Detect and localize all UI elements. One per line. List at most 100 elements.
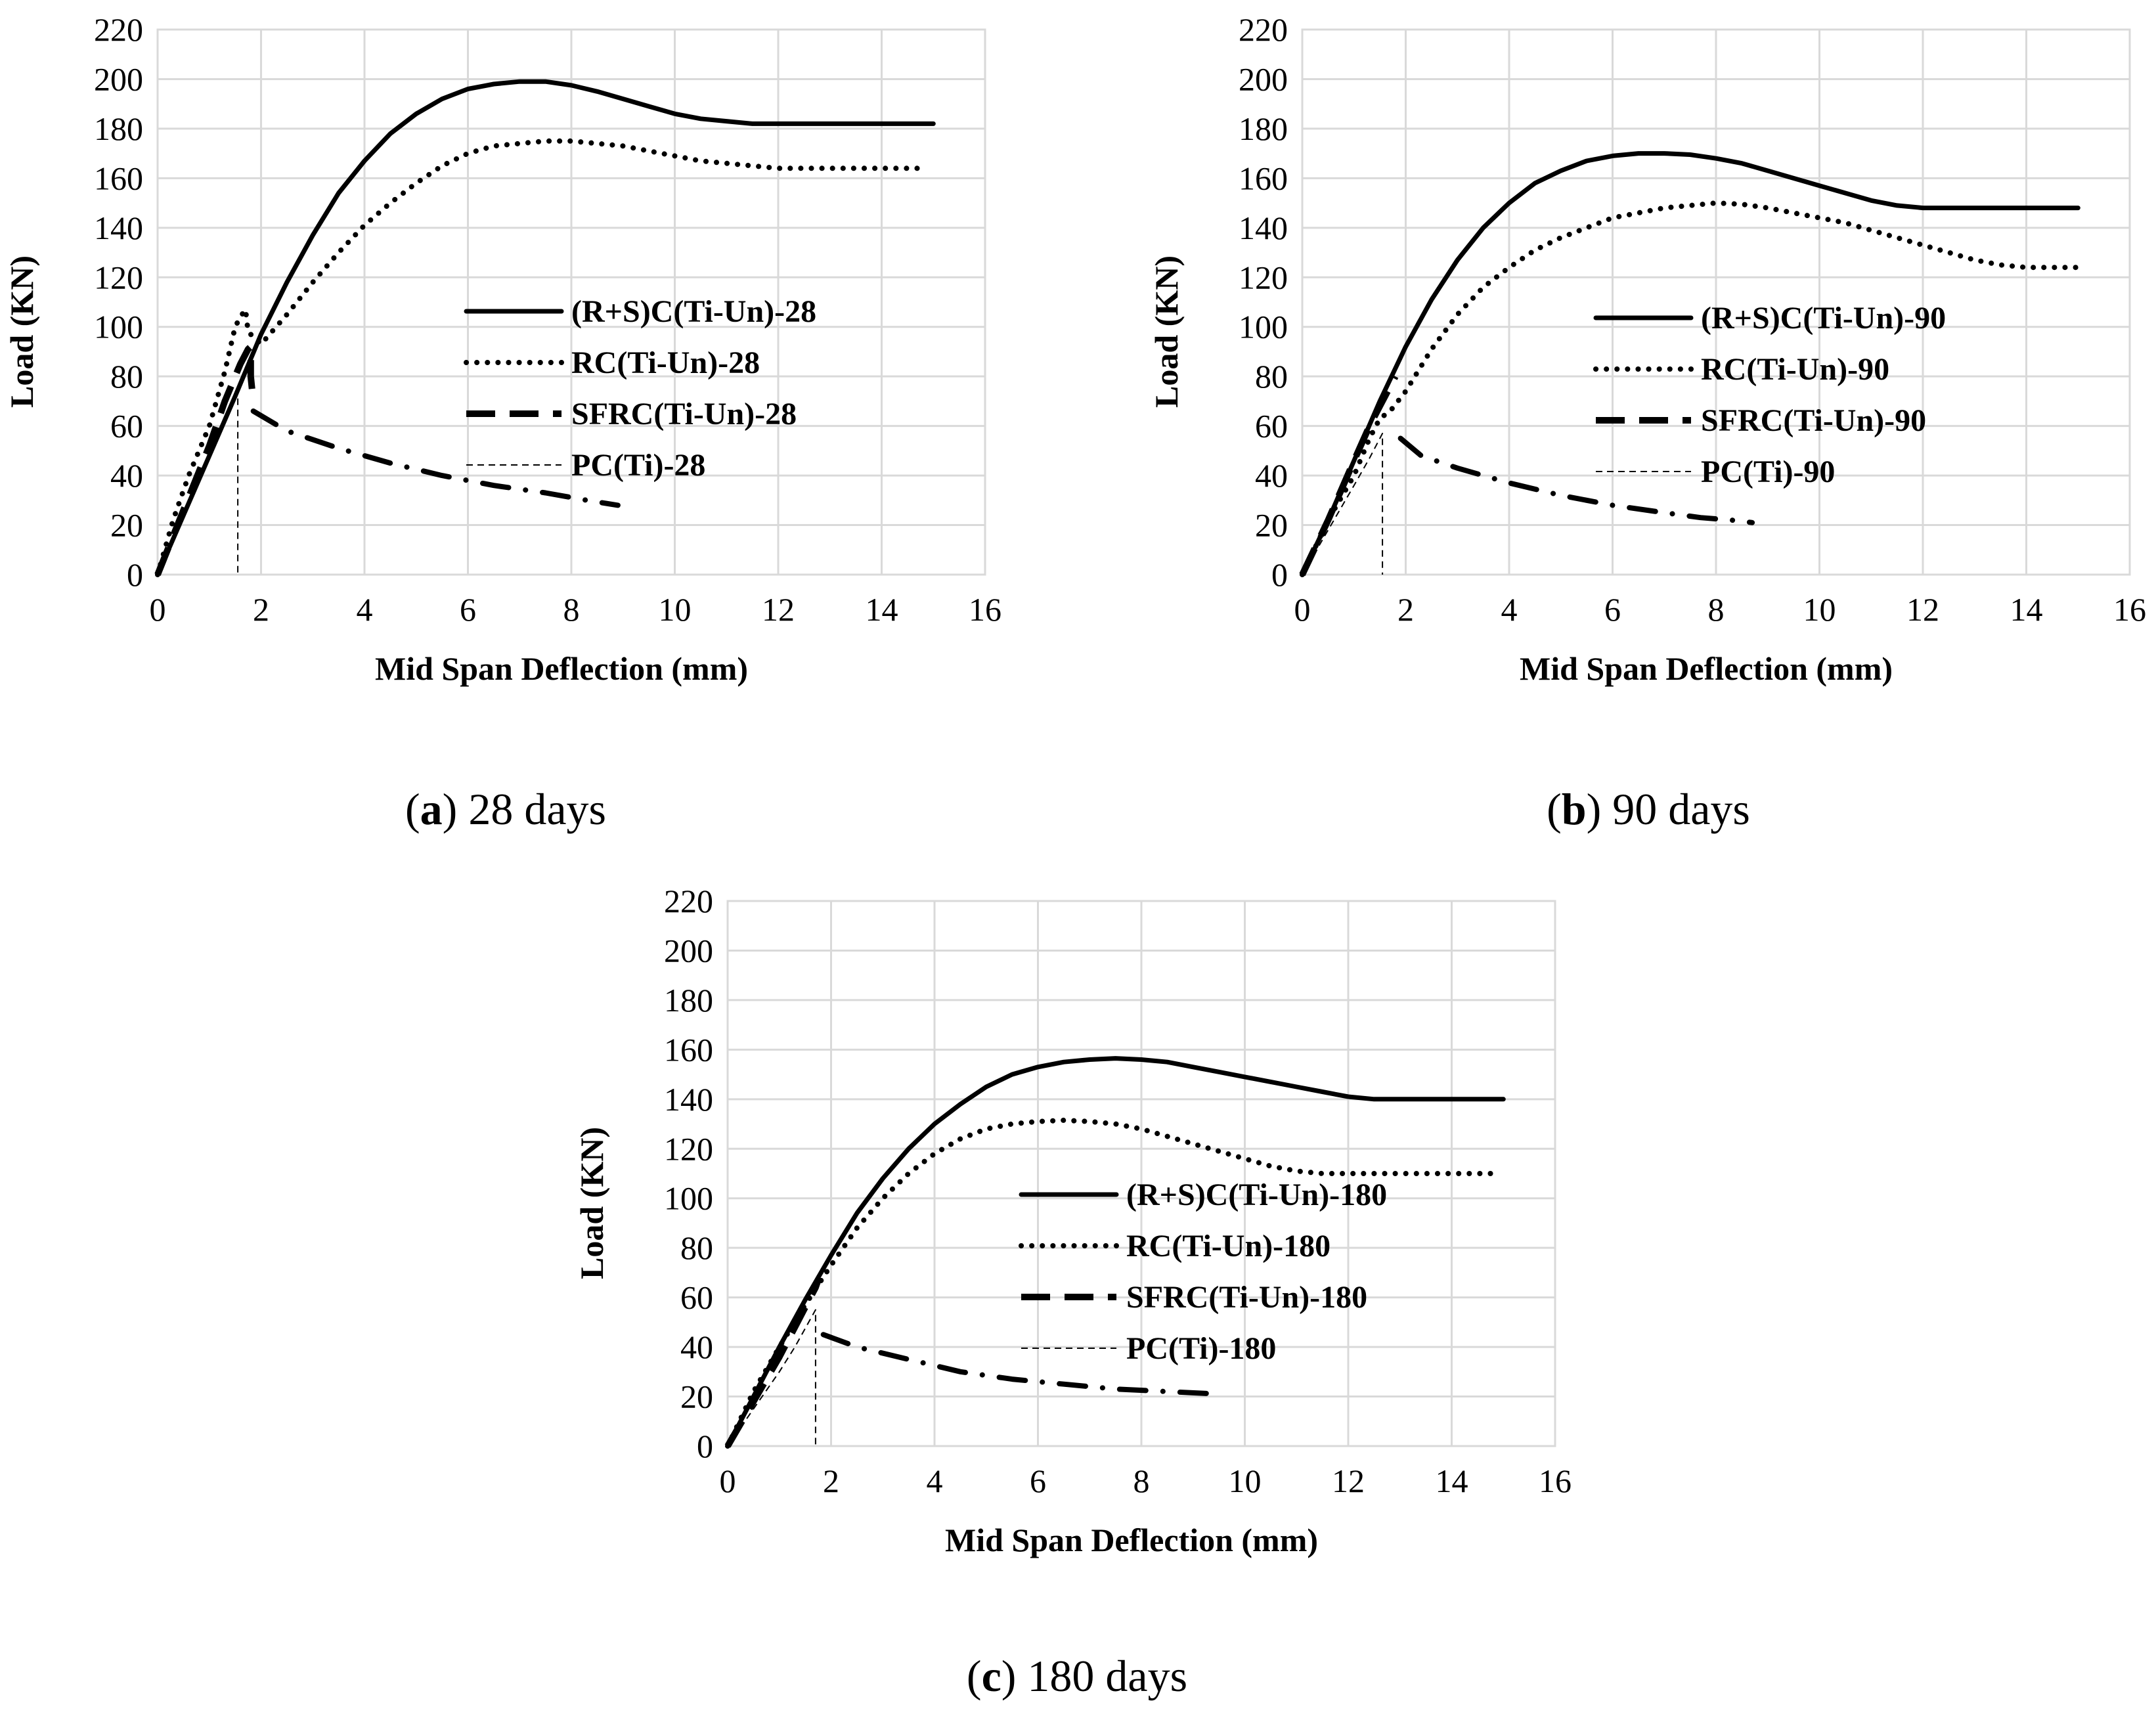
series-line-pc-ti-90	[1302, 433, 1384, 575]
panel-caption: (a) 28 days	[405, 784, 606, 834]
x-tick-label: 16	[1539, 1462, 1572, 1499]
y-tick-label: 180	[94, 110, 143, 147]
x-tick-label: 10	[659, 591, 692, 628]
series-line-pc-ti-28	[157, 388, 239, 575]
x-tick-label: 14	[866, 591, 898, 628]
legend-label: PC(Ti)-180	[1126, 1331, 1276, 1366]
panel-caption-letter: c	[982, 1651, 1001, 1701]
series-line--r-s-c-ti-un-28	[155, 79, 936, 577]
x-tick-label: 4	[1501, 591, 1518, 628]
y-tick-label: 60	[110, 408, 143, 445]
y-tick-label: 40	[110, 457, 143, 494]
chart-panel-a: 0 2 4 6 8 10 12 14 16020406080100120140160180200…	[3, 11, 1001, 834]
legend-label: (R+S)C(Ti-Un)-28	[571, 294, 816, 329]
y-tick-label: 220	[664, 883, 713, 919]
x-tick-label: 8	[1133, 1462, 1150, 1499]
panel-caption-letter: b	[1562, 784, 1587, 834]
x-tick-label: 16	[2113, 591, 2146, 628]
x-tick-label: 16	[969, 591, 1001, 628]
y-tick-label: 40	[680, 1329, 713, 1365]
series-line--r-s-c-ti-un-90	[1300, 151, 2080, 577]
x-tick-label: 8	[1708, 591, 1725, 628]
x-tick-label: 0	[1294, 591, 1311, 628]
y-tick-label: 80	[1255, 358, 1288, 395]
panel-caption-letter: a	[420, 784, 443, 834]
legend-label: RC(Ti-Un)-90	[1701, 352, 1889, 387]
y-axis-label: Load (KN)	[1148, 255, 1185, 408]
legend-label: SFRC(Ti-Un)-28	[571, 397, 797, 431]
x-tick-label: 12	[1332, 1462, 1365, 1499]
legend-label: SFRC(Ti-Un)-90	[1701, 403, 1926, 438]
x-tick-label: 4	[927, 1462, 943, 1499]
y-tick-label: 120	[664, 1130, 713, 1167]
series-line--r-s-c-ti-un-180	[725, 1056, 1506, 1449]
x-tick-label: 10	[1229, 1462, 1262, 1499]
y-axis-label: Load (KN)	[3, 255, 40, 408]
y-tick-label: 120	[94, 259, 143, 296]
x-tick-label: 8	[563, 591, 580, 628]
series-line-sfrc-ti-un-180	[724, 1279, 822, 1448]
x-tick-label: 14	[1436, 1462, 1468, 1499]
legend-label: SFRC(Ti-Un)-180	[1126, 1280, 1367, 1315]
y-tick-label: 220	[1239, 11, 1288, 48]
series-line-pc-ti-180	[727, 1309, 816, 1447]
y-tick-label: 60	[680, 1279, 713, 1316]
x-tick-label: 2	[1397, 591, 1414, 628]
legend-label: (R+S)C(Ti-Un)-90	[1701, 301, 1946, 336]
x-axis-label: Mid Span Deflection (mm)	[375, 650, 748, 687]
y-tick-label: 80	[110, 358, 143, 395]
series-line-rc-ti-un-180	[725, 1117, 1496, 1449]
y-tick-label: 220	[94, 11, 143, 48]
plot-area-frame	[156, 28, 986, 576]
y-tick-label: 120	[1239, 259, 1288, 296]
x-axis-label: Mid Span Deflection (mm)	[1520, 650, 1893, 687]
y-tick-label: 200	[94, 60, 143, 97]
x-tick-label: 0	[720, 1462, 736, 1499]
plot-area-frame	[726, 900, 1556, 1447]
x-tick-label: 12	[762, 591, 795, 628]
y-tick-label: 20	[110, 507, 143, 544]
y-tick-label: 80	[680, 1229, 713, 1266]
series-line-sfrc-ti-un-28	[154, 343, 257, 576]
y-tick-label: 0	[697, 1428, 713, 1464]
panel-caption: (b) 90 days	[1547, 784, 1750, 834]
y-tick-label: 100	[664, 1180, 713, 1217]
x-tick-label: 6	[460, 591, 476, 628]
y-tick-label: 160	[1239, 160, 1288, 196]
y-tick-label: 100	[1239, 309, 1288, 345]
y-tick-label: 200	[1239, 60, 1288, 97]
x-tick-label: 6	[1030, 1462, 1046, 1499]
series-line-sfrc-ti-un-90	[1299, 374, 1399, 577]
x-tick-label: 14	[2010, 591, 2043, 628]
plot-area-frame	[1301, 28, 2131, 576]
x-tick-label: 4	[357, 591, 373, 628]
series-line-rc-ti-un-90	[1300, 200, 2081, 577]
legend-label: PC(Ti)-90	[1701, 454, 1835, 489]
y-tick-label: 40	[1255, 457, 1288, 494]
x-tick-label: 0	[150, 591, 166, 628]
y-tick-label: 180	[664, 982, 713, 1019]
x-tick-label: 10	[1803, 591, 1836, 628]
y-tick-label: 0	[127, 556, 143, 593]
panel-caption: (c) 180 days	[967, 1651, 1187, 1701]
y-tick-label: 200	[664, 932, 713, 969]
y-tick-label: 160	[664, 1031, 713, 1068]
y-tick-label: 0	[1271, 556, 1288, 593]
y-tick-label: 140	[94, 209, 143, 246]
y-tick-label: 20	[1255, 507, 1288, 544]
legend-label: RC(Ti-Un)-28	[571, 345, 760, 380]
legend-label: RC(Ti-Un)-180	[1126, 1229, 1331, 1264]
chart-panel-b: 0 2 4 6 8 10 12 14 16020406080100120140160180200…	[1148, 11, 2146, 834]
x-tick-label: 12	[1906, 591, 1939, 628]
y-axis-label: Load (KN)	[573, 1127, 610, 1279]
series-line-post-peak-4	[820, 1332, 1222, 1397]
y-tick-label: 20	[680, 1378, 713, 1415]
chart-panel-c: 0 2 4 6 8 10 12 14 16020406080100120140160180200…	[573, 883, 1572, 1701]
legend-label: PC(Ti)-28	[571, 448, 705, 483]
y-tick-label: 160	[94, 160, 143, 196]
x-axis-label: Mid Span Deflection (mm)	[945, 1522, 1318, 1558]
x-tick-label: 2	[253, 591, 269, 628]
x-tick-label: 6	[1604, 591, 1621, 628]
series-line-post-peak-4	[250, 408, 621, 508]
